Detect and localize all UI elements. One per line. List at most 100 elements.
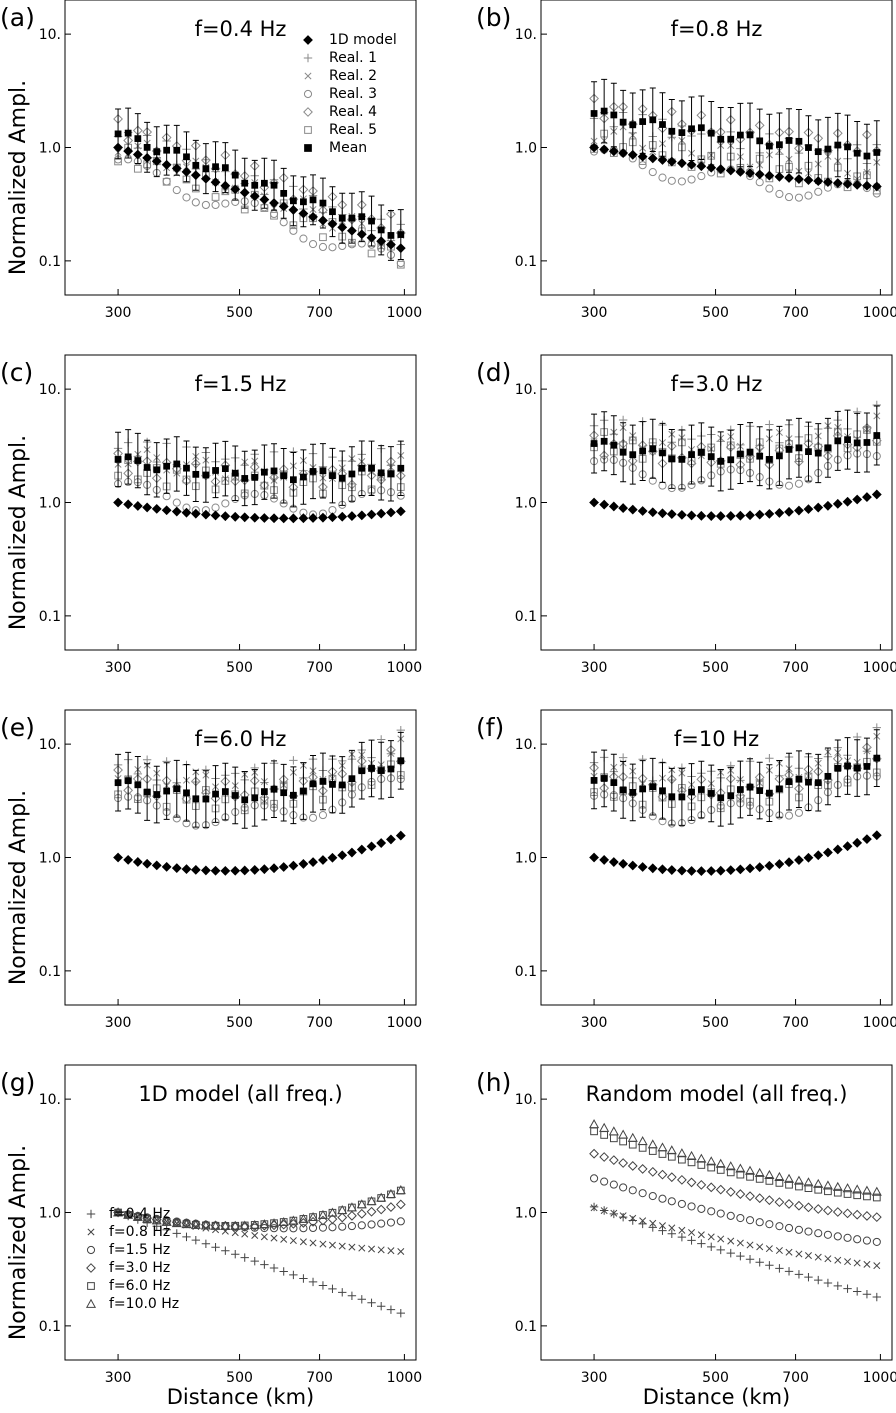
legend-item: 1D model [329, 32, 397, 48]
series-6-point [327, 1207, 338, 1217]
model-1d-point [637, 151, 648, 162]
series-2-point [600, 1207, 608, 1215]
series-4-point [589, 1148, 599, 1159]
series-2-point [629, 1214, 637, 1222]
mean-point [231, 792, 239, 799]
model-1d-point [386, 834, 396, 845]
mean-point [756, 452, 764, 460]
mean-point [766, 789, 773, 797]
model-1d-point [269, 513, 279, 524]
series-6-point [627, 1132, 638, 1142]
mean-point [697, 124, 705, 132]
series-4-point [298, 1218, 309, 1228]
series-4-point [706, 1182, 717, 1193]
mean-point [183, 464, 190, 472]
series-1-point [745, 1255, 755, 1264]
model-1d-point [161, 861, 172, 872]
mean-point [348, 775, 356, 783]
model-1d-point [696, 510, 707, 521]
series-3-point [396, 1217, 405, 1226]
panel-f: (f) f=10 Hz 0.1 1.0 10. 300 500 700 1000 [476, 709, 896, 1031]
x-tick-label: 700 [306, 1370, 333, 1386]
model-1d-point [298, 208, 309, 219]
realization-3-point [221, 199, 230, 208]
panel-label: (e) [0, 713, 35, 742]
series-6-point [395, 1184, 406, 1195]
mean-point [619, 786, 627, 794]
series-3-point [843, 1233, 852, 1242]
y-axis-label: Normalized Ampl. [6, 80, 31, 275]
realization-3-point [308, 239, 318, 249]
legend-marker [303, 107, 313, 117]
mean-point [649, 445, 657, 453]
series-4-point [803, 1202, 814, 1213]
panel-a: (a) f=0.4 Hz 0.1 1.0 10. 300 500 700 1000 Normali… [0, 0, 422, 321]
model-1d-point [181, 864, 192, 875]
series-2-point [795, 1250, 803, 1258]
legend-item: f=6.0 Hz [109, 1278, 170, 1294]
mean-point [124, 777, 132, 785]
realization-1-point [765, 420, 774, 429]
realization-3-point [794, 479, 804, 488]
series-2-point [688, 1229, 696, 1237]
mean-point [300, 787, 307, 795]
chart-title: f=3.0 Hz [671, 372, 763, 396]
realization-3-point [755, 178, 764, 187]
series-5-point [853, 1191, 862, 1200]
realization-3-point [396, 259, 405, 268]
series-3-point [726, 1211, 735, 1220]
series-6-point [210, 1220, 221, 1230]
series-1-point [357, 1295, 366, 1304]
mean-point [260, 788, 268, 795]
model-1d-point [142, 152, 153, 163]
mean-point [590, 777, 598, 784]
mean-point [707, 790, 715, 797]
mean-point [270, 467, 278, 475]
model-1d-point [871, 181, 882, 192]
model-1d-point [230, 511, 241, 522]
model-1d-point [657, 155, 668, 165]
series-6-point [608, 1126, 619, 1136]
series-2-point [853, 1259, 861, 1267]
model-1d-point [386, 507, 396, 518]
series-4-point [113, 1207, 123, 1218]
mean-point [192, 161, 200, 169]
series-6-point [774, 1171, 785, 1181]
model-1d-point [706, 162, 717, 173]
panel-g: (g) 1D model (all freq.) 0.1 1.0 10. 300 500 70… [0, 1064, 422, 1409]
realization-3-point [191, 198, 200, 207]
realization-3-point [814, 187, 823, 196]
series-3-point [589, 1174, 599, 1183]
mean-point [629, 121, 637, 129]
series-6-point [317, 1209, 328, 1219]
realization-3-point [697, 172, 706, 181]
series-4-point [764, 1195, 775, 1206]
model-1d-point [647, 153, 658, 164]
realization-3-point [794, 808, 804, 817]
legend-item: Mean [329, 140, 367, 156]
series-1-point [707, 1242, 716, 1252]
series-4-point [327, 1214, 338, 1225]
series-6-point [161, 1216, 172, 1226]
model-1d-point [181, 166, 192, 177]
series-4-point [696, 1179, 707, 1190]
model-1d-point [589, 142, 599, 153]
model-1d-point [259, 864, 270, 875]
series-4-point [735, 1189, 746, 1199]
model-1d-point [735, 510, 746, 521]
mean-point [358, 464, 366, 472]
model-1d-point [200, 865, 211, 876]
mean-point [338, 214, 346, 222]
model-1d-point [608, 501, 619, 512]
y-tick-label: 1.0 [39, 496, 61, 512]
series-4-point [230, 1221, 241, 1231]
series-3-point [338, 1222, 347, 1231]
legend-item: Real. 5 [329, 122, 377, 138]
series-6-point [813, 1178, 824, 1188]
series-5-point [726, 1168, 735, 1177]
series-6-point [599, 1122, 610, 1132]
y-tick-label: 1.0 [515, 1206, 537, 1222]
series-5-point [775, 1179, 784, 1187]
model-1d-point [784, 857, 794, 868]
series-6-point [822, 1180, 833, 1190]
